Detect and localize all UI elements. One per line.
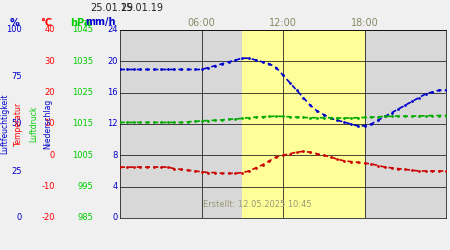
Text: 1045: 1045 — [72, 26, 93, 35]
Text: 985: 985 — [77, 214, 93, 222]
Text: hPa: hPa — [70, 18, 91, 28]
Text: 100: 100 — [6, 26, 22, 35]
Text: Niederschlag: Niederschlag — [43, 99, 52, 149]
Text: 12: 12 — [108, 120, 118, 128]
Text: 75: 75 — [11, 72, 22, 82]
Text: 25.01.19: 25.01.19 — [90, 3, 134, 13]
Text: 25.01.19: 25.01.19 — [120, 3, 163, 13]
Text: Luftfeuchtigkeit: Luftfeuchtigkeit — [0, 94, 9, 154]
Text: 25: 25 — [12, 166, 22, 175]
Text: 0: 0 — [113, 214, 118, 222]
Text: 995: 995 — [77, 182, 93, 191]
Text: 0: 0 — [50, 151, 55, 160]
Text: 10: 10 — [45, 120, 55, 128]
Bar — [242, 30, 364, 218]
Text: 0: 0 — [17, 214, 22, 222]
Text: 1005: 1005 — [72, 151, 93, 160]
Text: 50: 50 — [12, 120, 22, 128]
Text: 4: 4 — [113, 182, 118, 191]
Text: 40: 40 — [45, 26, 55, 35]
Text: Luftdruck: Luftdruck — [29, 106, 38, 142]
Text: 06:00: 06:00 — [188, 18, 216, 28]
Text: -10: -10 — [41, 182, 55, 191]
Text: 1035: 1035 — [72, 57, 93, 66]
Text: 1015: 1015 — [72, 120, 93, 128]
Text: 24: 24 — [108, 26, 118, 35]
Text: 18:00: 18:00 — [351, 18, 378, 28]
Text: 20: 20 — [45, 88, 55, 97]
Text: °C: °C — [40, 18, 53, 28]
Text: mm/h: mm/h — [85, 18, 116, 28]
Text: 12:00: 12:00 — [269, 18, 297, 28]
Text: 1025: 1025 — [72, 88, 93, 97]
Text: 8: 8 — [112, 151, 118, 160]
Text: 16: 16 — [108, 88, 118, 97]
Text: %: % — [10, 18, 20, 28]
Text: Temperatur: Temperatur — [14, 102, 23, 146]
Text: -20: -20 — [41, 214, 55, 222]
Text: 30: 30 — [45, 57, 55, 66]
Text: Erstellt: 12.05.2025 10:45: Erstellt: 12.05.2025 10:45 — [202, 200, 311, 208]
Text: 20: 20 — [108, 57, 118, 66]
